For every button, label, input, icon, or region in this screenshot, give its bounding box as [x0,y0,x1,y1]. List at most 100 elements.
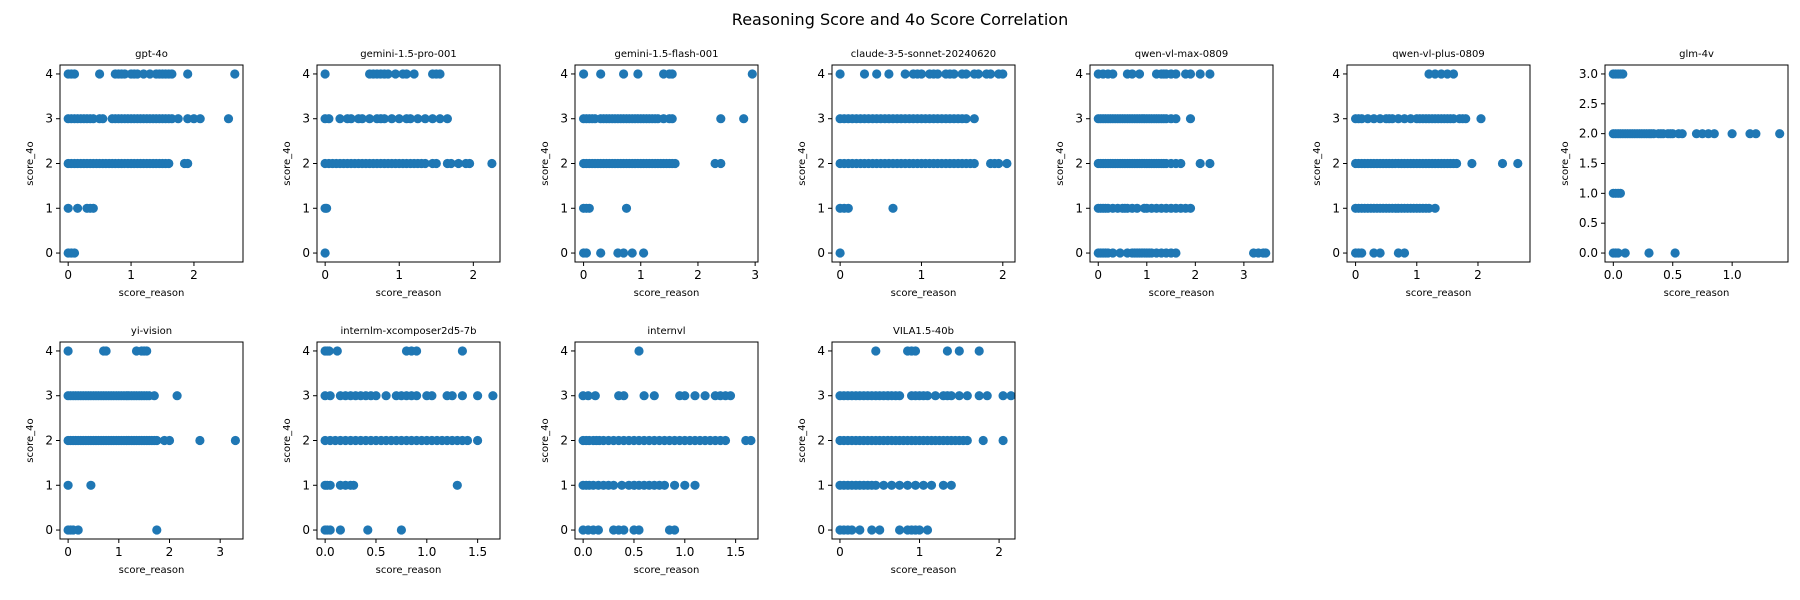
data-point [69,248,80,258]
data-point [634,525,644,535]
data-point [396,525,406,535]
data-point [680,391,690,401]
plot-frame [1604,64,1789,263]
y-tick-label: 2 [1075,157,1083,171]
data-point [619,248,629,258]
x-tick-label: 2 [694,268,702,282]
data-point [152,435,162,446]
data-point [164,435,175,446]
data-point [621,203,632,213]
data-point [1513,158,1523,169]
data-point [139,69,149,79]
data-point [383,69,393,79]
data-point [1399,248,1410,258]
data-point [910,346,921,356]
data-point [223,114,234,124]
x-tick-label: 0 [1352,268,1360,282]
subplot-title: VILA1.5-40b [893,326,954,337]
y-tick-label: 2 [45,434,53,448]
data-point [1452,158,1462,169]
data-point [167,114,177,124]
data-point [895,480,905,490]
data-point [164,158,174,169]
data-point [617,480,627,490]
y-tick-label: 3.0 [1579,67,1598,81]
data-point [427,391,437,401]
x-tick-label: 1.5 [726,545,745,559]
data-point [322,203,332,213]
data-point [938,480,949,490]
scatter-points [579,69,757,258]
data-point [954,391,964,401]
data-point [609,480,619,490]
data-point [871,346,881,356]
data-point [1108,248,1118,258]
scatter-points [835,346,1016,535]
subplot: 0.0 0.5 1.0 0.0 0.5 1.0 1.5 2.0 2.5 3.0 glm-4v scor… [1560,49,1789,299]
data-point [453,158,464,169]
data-point [442,114,452,124]
data-point [63,480,73,490]
y-tick-label: 3 [302,389,310,403]
x-tick-label: 1.5 [468,545,487,559]
data-point [1134,69,1145,79]
subplot-title: gpt-4o [135,49,168,60]
y-tick-label: 4 [1075,67,1083,81]
data-point [978,435,988,446]
y-tick-label: 3 [45,389,53,403]
data-point [994,158,1004,169]
x-tick-label: 2 [166,545,174,559]
data-point [942,346,953,356]
data-point [73,525,83,535]
data-point [639,391,649,401]
y-tick-label: 0 [817,246,825,260]
y-tick-label: 2.0 [1579,127,1598,141]
data-point [900,69,910,79]
data-point [387,114,397,124]
x-axis-label: score_reason [376,288,442,299]
x-tick-label: 0 [836,268,844,282]
data-point [335,114,345,124]
y-tick-label: 0 [1332,246,1340,260]
data-point [1205,158,1215,169]
data-point [1620,248,1630,258]
y-axis-label: score_4o [1560,141,1571,185]
data-point [998,69,1008,79]
data-point [1476,114,1486,124]
data-point [63,203,73,213]
data-point [998,435,1008,446]
x-tick-label: 0 [580,268,588,282]
data-point [1775,129,1785,139]
data-point [1644,248,1654,258]
data-point [855,525,865,535]
x-tick-label: 1.0 [417,545,436,559]
y-tick-label: 2 [560,434,568,448]
subplot-title: claude-3-5-sonnet-20240620 [851,49,996,60]
data-point [431,158,441,169]
data-point [167,69,177,79]
x-tick-label: 2 [190,268,198,282]
data-point [69,69,80,79]
data-point [670,525,680,535]
data-point [230,435,240,446]
data-point [346,114,356,124]
y-tick-label: 3 [560,112,568,126]
y-tick-label: 1 [560,201,568,215]
data-point [1751,129,1761,139]
x-tick-label: 0.0 [1604,268,1623,282]
data-point [962,435,972,446]
y-tick-label: 1.5 [1579,157,1598,171]
data-point [649,391,659,401]
data-point [982,391,992,401]
data-point [63,346,73,356]
subplots-grid: 0 1 2 0 1 2 3 4 gpt-4o score_reason score_4o 0 1 2 0 1 2… [25,49,1789,576]
x-tick-label: 1.0 [675,545,694,559]
data-point [487,158,497,169]
scatter-points [1093,69,1271,258]
data-point [871,480,881,490]
data-point [1670,248,1680,258]
data-point [659,480,670,490]
x-tick-label: 1 [127,268,135,282]
data-point [922,391,933,401]
